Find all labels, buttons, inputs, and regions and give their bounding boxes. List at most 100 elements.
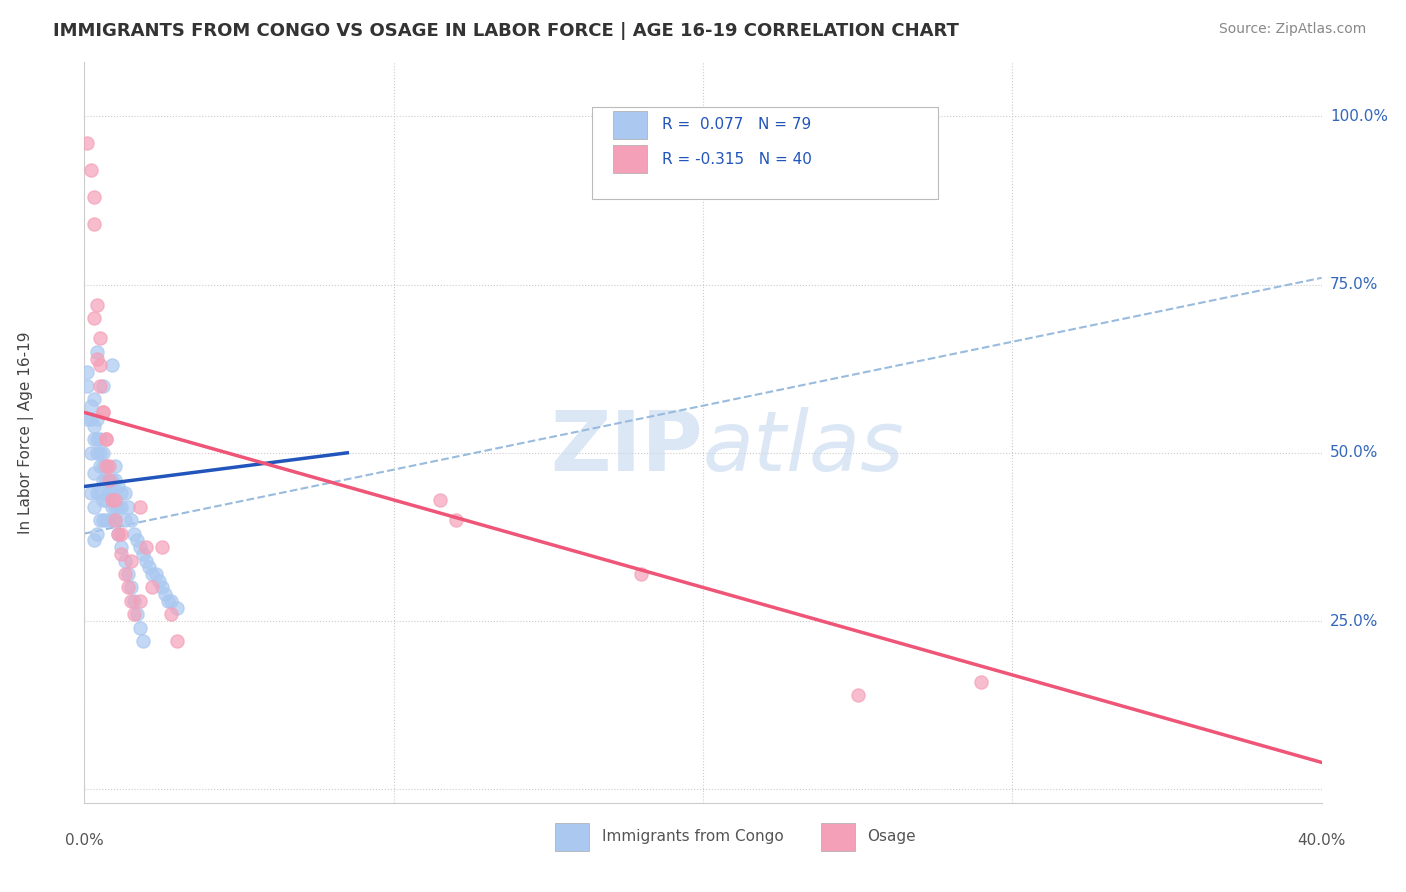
Text: R = -0.315   N = 40: R = -0.315 N = 40 xyxy=(662,152,813,167)
Point xyxy=(86,412,108,426)
Text: 100.0%: 100.0% xyxy=(1330,109,1388,124)
Point xyxy=(114,486,136,500)
FancyBboxPatch shape xyxy=(821,822,855,851)
Point xyxy=(86,298,108,312)
Point xyxy=(145,566,167,581)
Point xyxy=(89,433,111,447)
FancyBboxPatch shape xyxy=(592,107,938,200)
Text: IMMIGRANTS FROM CONGO VS OSAGE IN LABOR FORCE | AGE 16-19 CORRELATION CHART: IMMIGRANTS FROM CONGO VS OSAGE IN LABOR … xyxy=(53,22,959,40)
Point xyxy=(166,600,188,615)
Point xyxy=(83,190,105,204)
Point xyxy=(117,500,139,514)
Point xyxy=(110,547,132,561)
Point xyxy=(120,581,142,595)
Point xyxy=(104,513,127,527)
Point xyxy=(89,513,111,527)
Point xyxy=(79,163,101,178)
Point xyxy=(156,594,179,608)
FancyBboxPatch shape xyxy=(613,145,647,173)
Point xyxy=(91,513,114,527)
Point xyxy=(94,433,117,447)
Point xyxy=(444,513,467,527)
Point xyxy=(129,594,152,608)
Point xyxy=(98,513,121,527)
Point xyxy=(83,418,105,433)
Text: 50.0%: 50.0% xyxy=(1330,445,1378,460)
Text: ZIP: ZIP xyxy=(551,407,703,488)
Point xyxy=(117,566,139,581)
Point xyxy=(114,513,136,527)
Point xyxy=(429,492,451,507)
Point xyxy=(166,634,188,648)
Point xyxy=(107,526,129,541)
Point xyxy=(89,486,111,500)
Point xyxy=(104,473,127,487)
Point xyxy=(110,500,132,514)
Point xyxy=(101,473,124,487)
Point xyxy=(98,486,121,500)
Point xyxy=(83,311,105,326)
Point xyxy=(86,433,108,447)
Point xyxy=(76,136,98,151)
Text: R =  0.077   N = 79: R = 0.077 N = 79 xyxy=(662,117,811,132)
Point xyxy=(104,459,127,474)
Point xyxy=(125,533,148,548)
Point xyxy=(98,473,121,487)
Point xyxy=(129,621,152,635)
Point xyxy=(83,500,105,514)
Point xyxy=(98,486,121,500)
Point xyxy=(101,486,124,500)
Point xyxy=(129,540,152,554)
Point xyxy=(132,634,155,648)
Point xyxy=(107,479,129,493)
Point xyxy=(122,594,145,608)
Point xyxy=(141,581,163,595)
Point xyxy=(630,566,652,581)
Point xyxy=(117,581,139,595)
Point xyxy=(94,473,117,487)
Point xyxy=(94,459,117,474)
Point xyxy=(120,553,142,567)
Point xyxy=(76,378,98,392)
FancyBboxPatch shape xyxy=(554,822,589,851)
Point xyxy=(129,500,152,514)
Point xyxy=(101,500,124,514)
Point xyxy=(110,486,132,500)
Text: Source: ZipAtlas.com: Source: ZipAtlas.com xyxy=(1219,22,1367,37)
Point xyxy=(148,574,170,588)
Point xyxy=(86,446,108,460)
Point xyxy=(114,553,136,567)
Point xyxy=(79,446,101,460)
Point xyxy=(91,378,114,392)
Point xyxy=(89,378,111,392)
Point xyxy=(91,405,114,419)
Point xyxy=(86,351,108,366)
Point xyxy=(91,446,114,460)
Point xyxy=(94,433,117,447)
Point xyxy=(125,607,148,622)
Text: Osage: Osage xyxy=(868,830,917,845)
Point xyxy=(122,526,145,541)
Point xyxy=(83,533,105,548)
Point xyxy=(86,526,108,541)
Point xyxy=(107,526,129,541)
Point xyxy=(150,581,173,595)
Point xyxy=(141,566,163,581)
Point xyxy=(94,492,117,507)
Point xyxy=(104,492,127,507)
Text: 40.0%: 40.0% xyxy=(1298,833,1346,848)
Point xyxy=(98,459,121,474)
Point xyxy=(86,486,108,500)
Point xyxy=(110,540,132,554)
Point xyxy=(122,607,145,622)
Point xyxy=(104,513,127,527)
Point xyxy=(846,688,869,702)
Point xyxy=(970,674,993,689)
Point xyxy=(114,566,136,581)
Point xyxy=(89,459,111,474)
Point xyxy=(91,492,114,507)
Point xyxy=(160,594,183,608)
Point xyxy=(79,412,101,426)
Point xyxy=(160,607,183,622)
Point xyxy=(135,540,157,554)
